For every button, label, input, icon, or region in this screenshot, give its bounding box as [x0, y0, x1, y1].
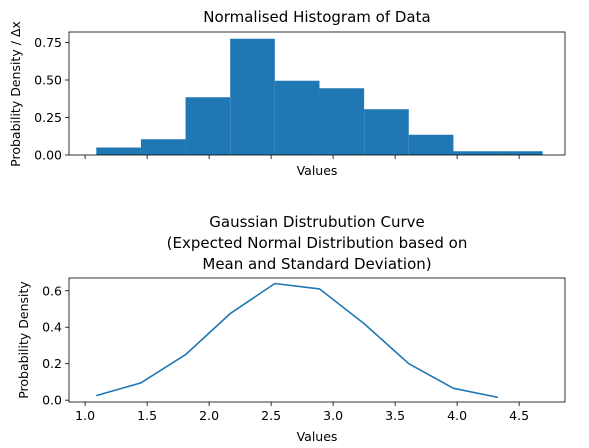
histogram-bar-6 [319, 88, 364, 155]
histogram-y-tick-label: 0.75 [34, 35, 62, 50]
gaussian-x-tick-label: 1.0 [75, 408, 95, 423]
gaussian-y-tick-label: 0.0 [42, 393, 62, 408]
gaussian-y-axis-label: Probability Density [16, 281, 31, 399]
gaussian-y-tick-label: 0.2 [42, 356, 62, 371]
gaussian-x-axis-label: Values [297, 429, 338, 444]
histogram-y-axis-label: Probability Density / Δx [8, 21, 23, 167]
gaussian-x-tick-label: 2.0 [199, 408, 219, 423]
gaussian-chart: Gaussian Distrubution Curve (Expected No… [16, 213, 565, 444]
gaussian-x-tick-label: 1.5 [137, 408, 157, 423]
histogram-bar-1 [96, 148, 141, 156]
gaussian-title-line-3: Mean and Standard Deviation) [202, 255, 431, 273]
gaussian-y-tick-label: 0.4 [42, 320, 62, 335]
histogram-bar-3 [186, 97, 231, 155]
gaussian-x-tick-label: 4.0 [447, 408, 467, 423]
gaussian-x-tick-label: 4.5 [509, 408, 529, 423]
gaussian-series-line [96, 284, 498, 398]
histogram-x-axis-label: Values [297, 163, 338, 178]
histogram-title: Normalised Histogram of Data [203, 8, 430, 26]
histogram-bar-10 [498, 151, 543, 155]
histogram-bar-7 [364, 109, 409, 155]
histogram-bar-8 [409, 135, 454, 155]
histogram-x-ticks [85, 155, 519, 159]
gaussian-title-line-1: Gaussian Distrubution Curve [209, 213, 424, 231]
histogram-bars [96, 39, 542, 155]
histogram-y-ticks: 0.00 0.25 0.50 0.75 [34, 35, 69, 163]
histogram-bar-5 [275, 81, 320, 155]
histogram-bar-4 [230, 39, 275, 155]
gaussian-x-tick-label: 3.0 [323, 408, 343, 423]
histogram-bar-9 [453, 151, 498, 155]
gaussian-x-tick-label: 3.5 [385, 408, 405, 423]
gaussian-title-line-2: (Expected Normal Distribution based on [167, 234, 468, 252]
histogram-y-tick-label: 0.50 [34, 73, 62, 88]
histogram-y-tick-label: 0.25 [34, 110, 62, 125]
gaussian-y-ticks: 0.0 0.2 0.4 0.6 [42, 283, 69, 407]
gaussian-axes-frame [69, 278, 565, 402]
histogram-bar-2 [141, 139, 186, 155]
gaussian-x-tick-label: 2.5 [261, 408, 281, 423]
gaussian-y-tick-label: 0.6 [42, 283, 62, 298]
histogram-chart: Normalised Histogram of Data 0.00 0.25 0.5… [8, 8, 565, 178]
histogram-y-tick-label: 0.00 [34, 148, 62, 163]
gaussian-x-ticks: 1.0 1.5 2.0 2.5 3.0 3.5 4.0 4.5 [75, 402, 529, 423]
